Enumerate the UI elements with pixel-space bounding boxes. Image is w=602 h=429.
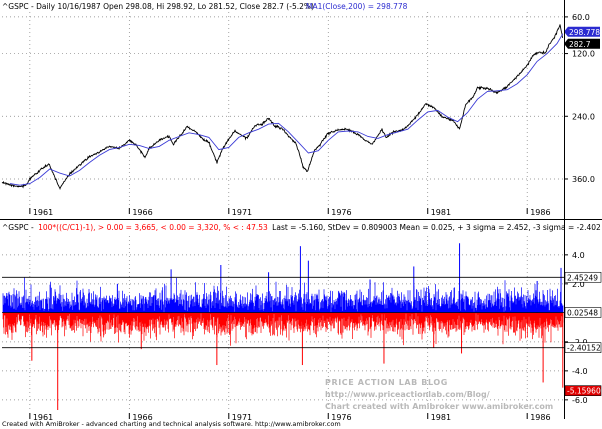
negative-returns-bars: [2, 312, 564, 346]
returns-title-symbol: ^GSPC -: [2, 223, 34, 232]
ma-value-badge: 298.778: [564, 26, 600, 37]
watermark-url: http://www.priceactionlab.com/Blog/: [325, 390, 490, 399]
returns-y-tick-label: -4.0: [572, 367, 588, 376]
price-badges: 298.778 282.7: [564, 26, 600, 49]
price-series-line: [1, 24, 563, 190]
returns-x-tick-label: 1961: [33, 413, 53, 422]
price-x-tick-label: 1981: [431, 208, 451, 217]
price-pane: ^GSPC - Daily 10/16/1987 Open 298.08, Hi…: [1, 2, 600, 217]
price-x-tick-label: 1971: [232, 208, 252, 217]
returns-grid: [2, 236, 564, 410]
ma-value-badge-text: 298.778: [569, 28, 600, 37]
minus-3-sigma-badge: -2.40152: [564, 342, 602, 353]
ma-value-badge-shape: [564, 26, 600, 37]
last-value-badge: -5.15960: [564, 385, 602, 396]
close-value-badge-shape: [564, 38, 600, 49]
returns-x-tick-label: 1971: [232, 413, 252, 422]
returns-pane: ^GSPC - 100*((C/C1)-1), > 0.00 = 3,665, …: [2, 223, 602, 422]
price-x-tick-label: 1961: [33, 208, 53, 217]
price-grid: [2, 12, 564, 205]
returns-y-tick-label: 4.0: [572, 251, 585, 260]
minus-3-sigma-badge-text: -2.40152: [567, 344, 601, 353]
price-y-tick-label: 240.0: [572, 112, 595, 121]
returns-y-tick-label: -6.0: [572, 396, 588, 405]
returns-title-stats: Last = -5.160, StDev = 0.809003 Mean = 0…: [272, 223, 601, 232]
returns-pane-title: ^GSPC - 100*((C/C1)-1), > 0.00 = 3,665, …: [2, 223, 601, 232]
price-x-tick-label: 1986: [530, 208, 550, 217]
returns-y-tick-label: -2.0: [572, 338, 588, 347]
returns-x-tick-label: 1981: [431, 413, 451, 422]
price-y-tick-label: 120.0: [572, 50, 595, 59]
watermark-title: PRICE ACTION LAB BLOG: [325, 378, 448, 387]
ma-series-line: [9, 33, 564, 186]
watermark-credit: Chart created with Amibroker www.amibrok…: [325, 402, 553, 411]
price-x-axis-labels: 1961 1966 1971 1976 1981 1986: [29, 208, 551, 217]
close-value-badge-text: 282.7: [569, 40, 591, 49]
price-y-tick-label: 60.0: [572, 13, 590, 22]
mean-badge-text: 0.02548: [567, 308, 598, 317]
returns-x-tick-label: 1966: [132, 413, 152, 422]
returns-title-formula: 100*((C/C1)-1), > 0.00 = 3,665, < 0.00 =…: [38, 223, 268, 232]
price-pane-title: ^GSPC - Daily 10/16/1987 Open 298.08, Hi…: [2, 2, 314, 11]
returns-x-axis-labels: 1961 1966 1971 1976 1981 1986: [29, 413, 551, 422]
mean-badge: 0.02548: [564, 307, 602, 318]
returns-plot: [2, 243, 564, 410]
price-x-tick-label: 1976: [331, 208, 351, 217]
footer-credit: Created with AmiBroker - advanced charti…: [2, 420, 341, 428]
price-plot: [1, 24, 564, 190]
price-y-tick-label: 360.0: [572, 175, 595, 184]
returns-y-tick-label: 2.0: [572, 280, 585, 289]
close-value-badge: 282.7: [564, 38, 600, 49]
ma-legend-label: MA1(Close,200) = 298.778: [306, 2, 408, 11]
returns-x-tick-label: 1986: [530, 413, 550, 422]
plus-3-sigma-badge: 2.45249: [564, 271, 602, 283]
plus-3-sigma-badge-text: 2.45249: [567, 273, 598, 282]
last-value-badge-text: -5.15960: [567, 387, 601, 396]
returns-x-tick-label: 1976: [331, 413, 351, 422]
price-x-tick-label: 1966: [132, 208, 152, 217]
